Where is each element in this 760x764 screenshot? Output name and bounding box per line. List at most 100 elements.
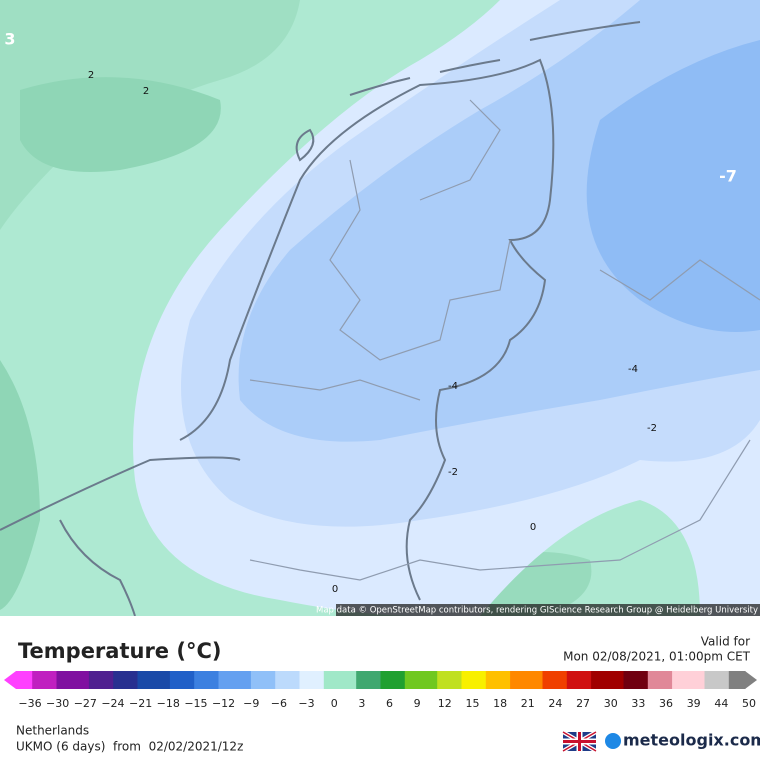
colorbar-cell	[299, 671, 309, 689]
colorbar-cell	[437, 671, 446, 689]
brand[interactable]: meteologix.com	[623, 731, 760, 750]
colorbar-tick-label: 6	[386, 697, 393, 710]
contour-label: 0	[332, 584, 338, 595]
colorbar-cell	[97, 671, 106, 689]
colorbar-cell	[194, 671, 203, 689]
colorbar-tick-label: 50	[742, 697, 756, 710]
colorbar-cell	[550, 671, 560, 689]
colorbar-cell	[340, 671, 349, 689]
colorbar-cell	[275, 671, 284, 689]
colorbar-cell	[477, 671, 487, 689]
colorbar-cell	[404, 671, 414, 689]
colorbar-cell	[40, 671, 49, 689]
colorbar-cell	[380, 671, 390, 689]
contour-label: -2	[647, 423, 657, 434]
colorbar-cell	[696, 671, 705, 689]
colorbar-tick-label: −24	[101, 697, 124, 710]
colorbar-cell	[493, 671, 503, 689]
colorbar-cell	[583, 671, 592, 689]
colorbar-cell	[607, 671, 616, 689]
colorbar-cell	[32, 671, 41, 689]
colorbar-cell	[502, 671, 511, 689]
colorbar-cell	[664, 671, 673, 689]
colorbar: −36 −30 −27 −24 −21 −18 −15 −12 −9 −6 −3 0 3 6 9 12 15 18…	[4, 671, 757, 710]
valid-label: Valid for	[701, 635, 750, 649]
colorbar-cell	[599, 671, 608, 689]
colorbar-tick-label: 18	[493, 697, 507, 710]
colorbar-tick-label: 3	[358, 697, 365, 710]
colorbar-cell	[534, 671, 543, 689]
language-flag[interactable]	[562, 730, 597, 753]
colorbar-cell	[202, 671, 211, 689]
colorbar-cell	[631, 671, 641, 689]
colorbar-cell	[542, 671, 552, 689]
colorbar-tick-label: −18	[157, 697, 180, 710]
colorbar-cell	[234, 671, 244, 689]
colorbar-tick-label: 33	[631, 697, 645, 710]
colorbar-cell	[518, 671, 527, 689]
colorbar-cell	[48, 671, 57, 689]
colorbar-tick-label: 12	[438, 697, 452, 710]
colorbar-tick-label: 27	[576, 697, 590, 710]
colorbar-cell	[218, 671, 228, 689]
colorbar-cell	[712, 671, 722, 689]
colorbar-cell	[704, 671, 714, 689]
colorbar-cell	[445, 671, 454, 689]
colorbar-cell	[469, 671, 479, 689]
colorbar-cell	[283, 671, 292, 689]
colorbar-tick-label: −21	[129, 697, 152, 710]
colorbar-cell	[720, 671, 730, 689]
colorbar-cell	[291, 671, 300, 689]
colorbar-cell	[421, 671, 430, 689]
colorbar-cell	[372, 671, 381, 689]
contour-label: 0	[530, 522, 536, 533]
contour-label: 2	[143, 86, 149, 97]
colorbar-tick-label: −3	[298, 697, 314, 710]
colorbar-cell	[364, 671, 373, 689]
model-run: UKMO (6 days) from 02/02/2021/12z	[16, 740, 243, 754]
colorbar-cell	[591, 671, 600, 689]
colorbar-tick-label: 21	[521, 697, 535, 710]
colorbar-cell	[388, 671, 398, 689]
logo-icon	[605, 733, 621, 749]
colorbar-cell	[672, 671, 681, 689]
colorbar-end	[745, 671, 757, 689]
colorbar-cell	[267, 671, 276, 689]
contour-label: 2	[88, 70, 94, 81]
title: Temperature (°C)	[18, 639, 221, 663]
colorbar-cell	[129, 671, 138, 689]
contour-label: -2	[448, 467, 458, 478]
contour-label: -4	[448, 381, 458, 392]
map: Map data © OpenStreetMap contributors, r…	[0, 0, 760, 617]
colorbar-cell	[210, 671, 219, 689]
colorbar-cell	[242, 671, 252, 689]
colorbar-tick-label: 24	[548, 697, 562, 710]
colorbar-cell	[105, 671, 114, 689]
colorbar-cell	[259, 671, 268, 689]
colorbar-cell	[137, 671, 147, 689]
contour-label: -7	[719, 167, 737, 186]
colorbar-cell	[396, 671, 406, 689]
colorbar-cell	[680, 671, 689, 689]
colorbar-cell	[16, 671, 25, 689]
colorbar-cell	[348, 671, 357, 689]
colorbar-cell	[356, 671, 365, 689]
colorbar-cell	[429, 671, 438, 689]
colorbar-tick-label: 30	[604, 697, 618, 710]
colorbar-cell	[623, 671, 633, 689]
colorbar-cell	[526, 671, 535, 689]
colorbar-cell	[226, 671, 236, 689]
colorbar-cell	[461, 671, 471, 689]
colorbar-cell	[161, 671, 171, 689]
colorbar-cell	[80, 671, 90, 689]
colorbar-cell	[485, 671, 495, 689]
colorbar-tick-label: 39	[687, 697, 701, 710]
colorbar-cell	[113, 671, 122, 689]
colorbar-cell	[558, 671, 568, 689]
colorbar-cell	[412, 671, 422, 689]
colorbar-tick-label: −9	[243, 697, 259, 710]
colorbar-cell	[736, 671, 746, 689]
colorbar-cell	[88, 671, 98, 689]
colorbar-tick-label: −36	[18, 697, 41, 710]
